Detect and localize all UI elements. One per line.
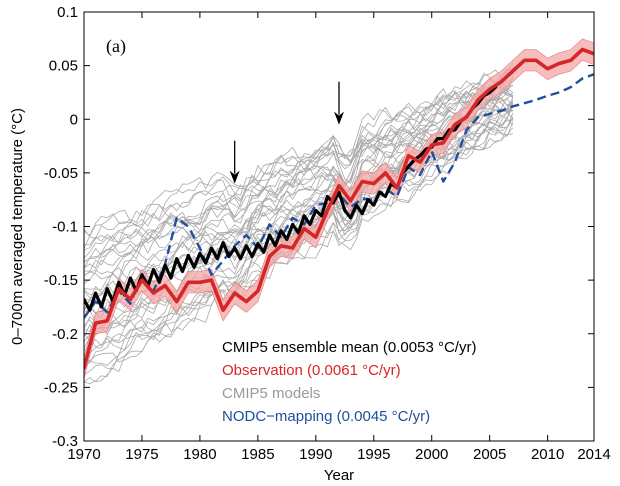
y-tick-label: -0.25 — [44, 379, 78, 396]
x-tick-label: 1990 — [299, 446, 332, 463]
x-tick-label: 1970 — [67, 446, 100, 463]
x-tick-label: 1980 — [183, 446, 216, 463]
cmip5-model-line — [84, 87, 514, 269]
y-tick-label: 0.05 — [49, 58, 78, 75]
down-arrow-icon — [334, 81, 344, 125]
legend-entry: CMIP5 models — [222, 385, 320, 402]
down-arrow-icon — [229, 140, 240, 184]
y-tick-label: 0 — [70, 111, 78, 128]
y-tick-label: -0.3 — [52, 433, 78, 450]
series-line-observation — [84, 47, 594, 370]
series-layer — [84, 47, 594, 370]
cmip5-models-layer — [84, 63, 514, 385]
legend-entry: NODC−mapping (0.0045 °C/yr) — [222, 408, 430, 425]
x-tick-label: 1985 — [241, 446, 274, 463]
x-tick-label: 2005 — [473, 446, 506, 463]
cmip5-model-line — [84, 72, 513, 240]
legend-entry: CMIP5 ensemble mean (0.0053 °C/yr) — [222, 339, 476, 356]
cmip5-model-line — [84, 63, 514, 251]
y-tick-label: -0.05 — [44, 165, 78, 182]
legend: CMIP5 ensemble mean (0.0053 °C/yr) Observ… — [222, 339, 476, 425]
cmip5-model-line — [84, 71, 514, 259]
series-line-nodc-mapping — [84, 73, 594, 319]
y-tick-label: -0.15 — [44, 272, 78, 289]
y-tick-label: 0.1 — [57, 4, 78, 21]
cmip5-model-line — [84, 82, 514, 284]
cmip5-model-line — [84, 121, 514, 370]
annotation-layer — [229, 81, 344, 184]
ticks-layer: 1970 1975 1980 1985 1990 1995 2000 2005 2010 2014… — [44, 4, 611, 463]
y-tick-label: -0.1 — [52, 219, 78, 236]
x-tick-label: 1995 — [357, 446, 390, 463]
x-tick-label: 2010 — [531, 446, 564, 463]
cmip5-model-line — [84, 67, 514, 246]
x-tick-label: 2000 — [415, 446, 448, 463]
y-axis-title: 0–700m averaged temperature (°C) — [9, 108, 26, 345]
y-tick-label: -0.2 — [52, 326, 78, 343]
cmip5-model-line — [84, 77, 514, 263]
observation-uncertainty-band — [84, 38, 594, 379]
legend-entry: Observation (0.0061 °C/yr) — [222, 362, 401, 379]
cmip5-model-line — [84, 69, 514, 249]
panel-label: (a) — [106, 36, 126, 57]
cmip5-model-line — [84, 96, 514, 296]
x-axis-title: Year — [324, 467, 354, 484]
observation-uncertainty-band-layer — [84, 38, 594, 379]
x-tick-label: 1975 — [125, 446, 158, 463]
x-tick-label: 2014 — [577, 446, 610, 463]
cmip5-model-line — [84, 90, 514, 301]
cmip5-model-line — [84, 117, 514, 383]
